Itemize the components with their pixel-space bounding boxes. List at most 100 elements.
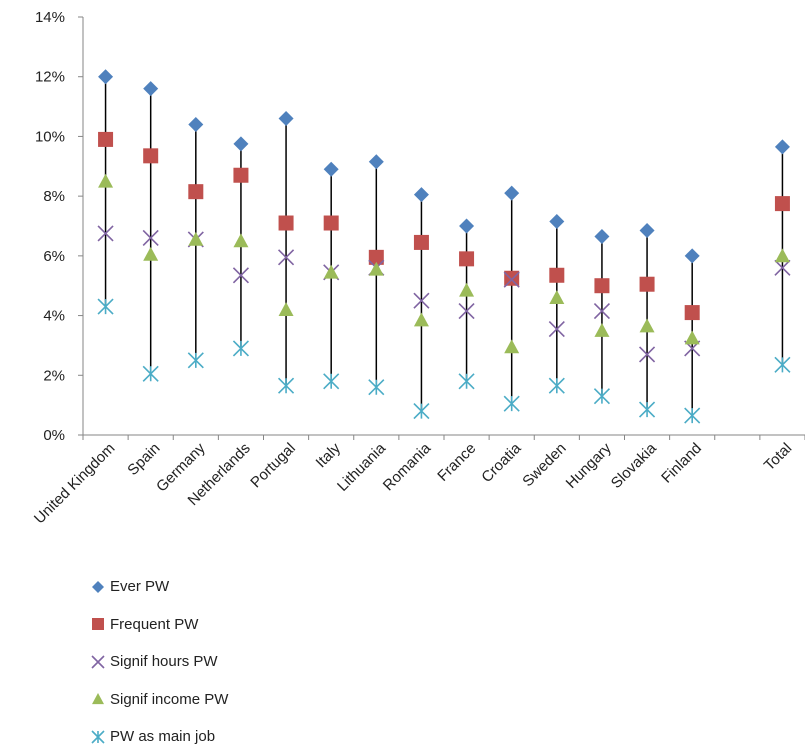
point-ever-pw — [594, 228, 610, 244]
point-frequent-pw — [368, 249, 384, 265]
point-signif-income-pw — [639, 318, 655, 333]
point-ever-pw — [143, 81, 159, 97]
legend-label: Frequent PW — [110, 615, 199, 633]
legend-marker-signif-hours-pw — [91, 655, 105, 669]
chart-plot: 0% 2% 4% 6% 8% 10% 12% 14% United Kingdom SpainG… — [31, 9, 805, 527]
point-ever-pw — [278, 111, 294, 127]
x-tick-label: Finland — [658, 440, 705, 487]
point-frequent-pw — [459, 251, 475, 267]
point-pw-as-main-job — [638, 401, 656, 418]
point-pw-as-main-job — [323, 373, 340, 390]
point-frequent-pw — [98, 131, 114, 147]
point-signif-hours-pw — [638, 346, 656, 363]
legend-label: Signif income PW — [110, 690, 229, 708]
x-tick-label: Italy — [313, 439, 345, 471]
point-pw-as-main-job — [232, 340, 250, 357]
point-ever-pw — [98, 69, 114, 85]
point-pw-as-main-job — [684, 407, 701, 424]
legend-symbol-pw-as-main-job — [91, 730, 105, 744]
point-pw-as-main-job — [593, 388, 611, 405]
point-signif-income-pw — [774, 248, 790, 263]
y-tick-label: 8% — [43, 188, 65, 205]
x-tick-label: Hungary — [563, 439, 615, 491]
y-axis: 0% 2% 4% 6% 8% 10% 12% 14% — [35, 9, 84, 444]
legend-marker-frequent-pw — [92, 618, 104, 631]
legend-item-signif-income-pw: Signif income PW — [88, 681, 228, 719]
point-ever-pw — [413, 187, 429, 203]
point-frequent-pw — [413, 234, 429, 250]
point-signif-income-pw — [594, 323, 610, 337]
point-ever-pw — [684, 248, 700, 264]
point-signif-income-pw — [368, 261, 384, 276]
point-signif-income-pw — [684, 330, 700, 345]
x-tick-label: Slovakia — [608, 439, 661, 492]
legend-symbol-signif-hours-pw — [91, 655, 105, 669]
point-signif-hours-pw — [277, 249, 295, 266]
point-signif-hours-pw — [548, 320, 565, 338]
point-pw-as-main-job — [187, 352, 204, 369]
point-signif-hours-pw — [142, 229, 159, 247]
point-signif-income-pw — [504, 339, 520, 354]
legend: Ever PW Frequent PW Signif hours PW Signif … — [88, 568, 228, 756]
point-signif-hours-pw — [503, 271, 520, 288]
point-pw-as-main-job — [458, 373, 475, 390]
legend-label: Ever PW — [110, 578, 170, 596]
legend-item-frequent-pw: Frequent PW — [88, 606, 228, 644]
point-pw-as-main-job — [368, 379, 385, 396]
point-pw-as-main-job — [142, 365, 159, 382]
x-tick-label: Croatia — [478, 439, 525, 486]
legend-symbol-frequent-pw — [92, 618, 104, 631]
y-tick-label: 6% — [43, 248, 65, 265]
y-tick-label: 10% — [35, 128, 65, 145]
x-tick-label: United Kingdom — [31, 440, 118, 527]
x-tick-label: Total — [761, 440, 795, 474]
point-signif-hours-pw — [593, 303, 611, 320]
point-pw-as-main-job — [413, 403, 430, 420]
legend-marker-ever-pw — [92, 580, 104, 593]
legend-label: PW as main job — [110, 728, 216, 746]
point-signif-income-pw — [413, 312, 429, 327]
point-ever-pw — [774, 139, 790, 155]
point-frequent-pw — [278, 215, 294, 231]
point-pw-as-main-job — [774, 356, 791, 373]
point-pw-as-main-job — [548, 377, 565, 394]
point-frequent-pw — [639, 276, 655, 292]
x-tick-label: Spain — [124, 440, 163, 479]
point-ever-pw — [323, 161, 339, 177]
point-pw-as-main-job — [97, 298, 114, 315]
point-ever-pw — [639, 222, 655, 238]
point-signif-income-pw — [98, 173, 114, 188]
x-tick-label: Romania — [380, 439, 435, 494]
point-ever-pw — [549, 214, 565, 230]
point-pw-as-main-job — [277, 377, 295, 394]
point-frequent-pw — [143, 148, 159, 164]
legend-marker-pw-as-main-job — [91, 730, 105, 744]
point-frequent-pw — [323, 215, 339, 231]
legend-marker-signif-income-pw — [92, 693, 104, 705]
legend-item-ever-pw: Ever PW — [88, 568, 228, 606]
point-signif-hours-pw — [413, 292, 430, 309]
point-frequent-pw — [774, 196, 790, 212]
x-tick-label: Portugal — [247, 440, 299, 492]
point-signif-income-pw — [143, 246, 159, 261]
point-frequent-pw — [549, 267, 565, 283]
y-tick-label: 2% — [43, 367, 65, 384]
point-frequent-pw — [233, 167, 249, 183]
range-lines — [104, 76, 784, 416]
point-signif-hours-pw — [458, 303, 475, 320]
point-signif-hours-pw — [232, 267, 250, 284]
point-signif-income-pw — [278, 302, 294, 316]
point-signif-income-pw — [233, 233, 249, 248]
point-ever-pw — [233, 136, 249, 152]
y-tick-label: 4% — [43, 308, 65, 325]
point-ever-pw — [459, 218, 475, 234]
point-frequent-pw — [188, 184, 204, 200]
legend-item-signif-hours-pw: Signif hours PW — [88, 643, 228, 681]
point-pw-as-main-job — [503, 395, 520, 412]
x-tick-label: Sweden — [519, 440, 569, 490]
y-tick-label: 0% — [43, 427, 65, 444]
point-signif-income-pw — [188, 231, 204, 246]
legend-symbol-signif-income-pw — [92, 693, 104, 705]
point-frequent-pw — [594, 278, 610, 294]
x-tick-label: France — [434, 440, 479, 485]
